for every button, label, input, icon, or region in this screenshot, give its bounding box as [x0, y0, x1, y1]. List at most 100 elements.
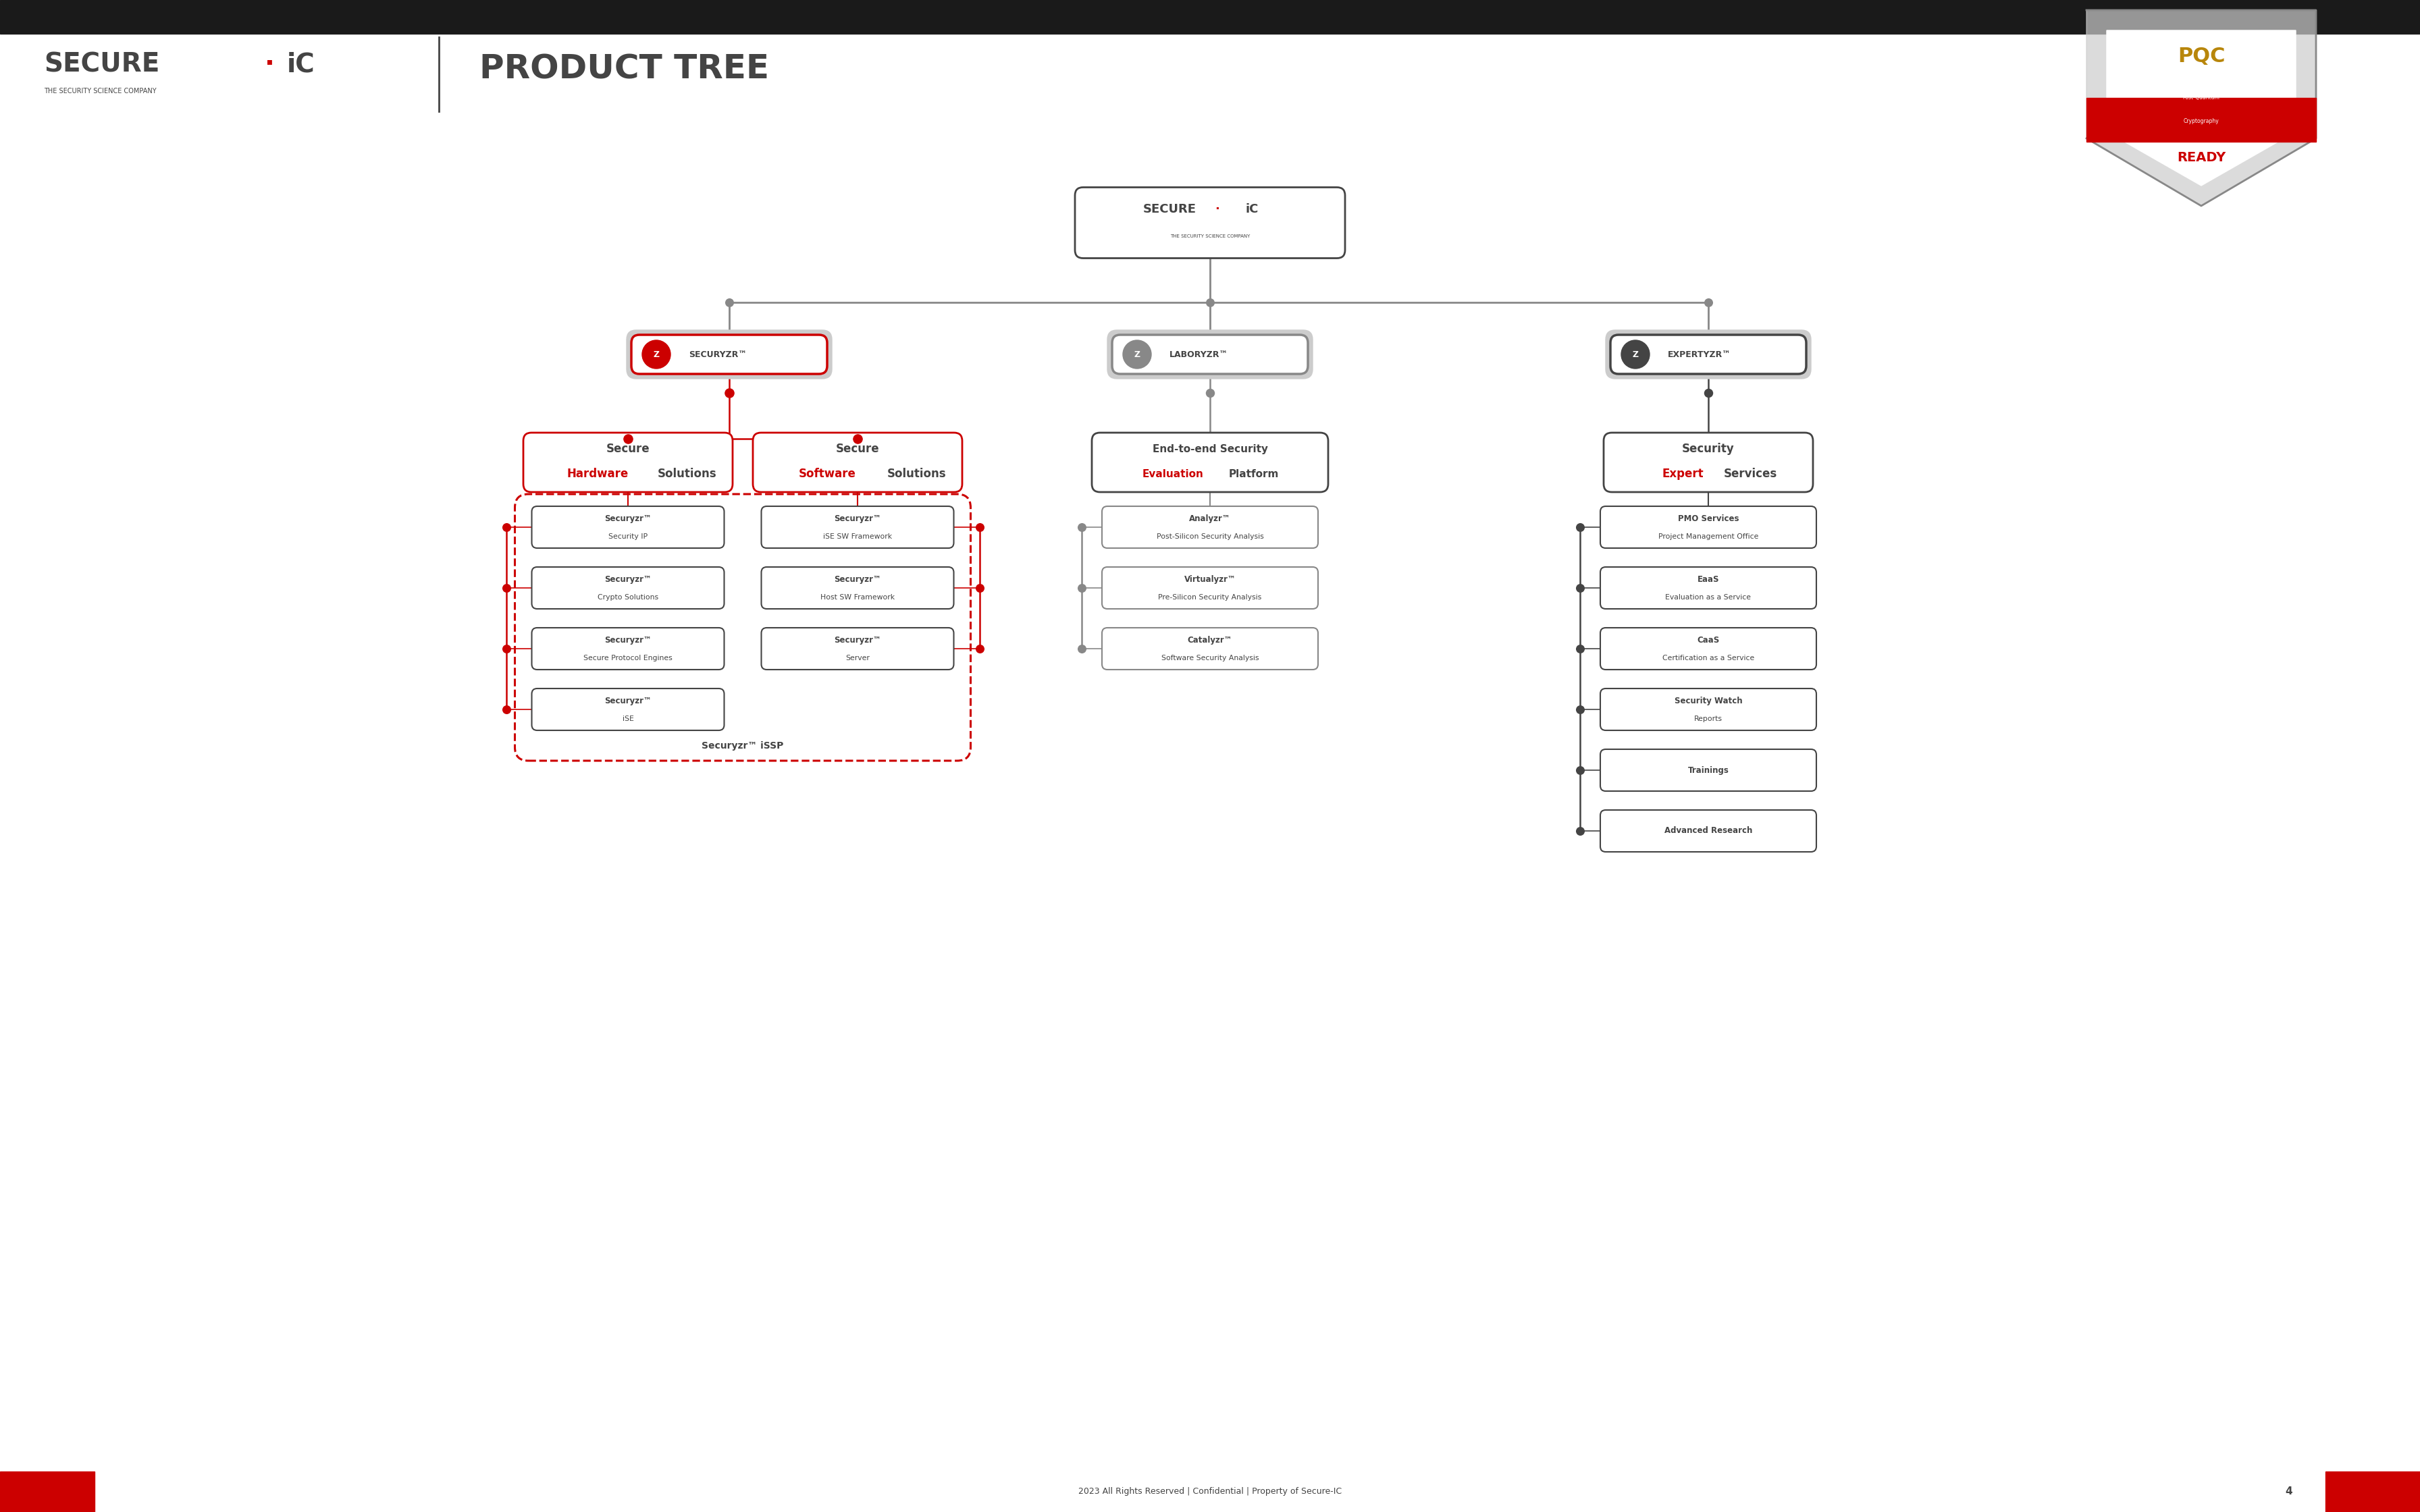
Point [1689, 381, 1728, 405]
FancyBboxPatch shape [753, 432, 963, 491]
Point [486, 637, 525, 661]
FancyBboxPatch shape [762, 507, 953, 549]
Bar [0, 1471, 94, 1512]
Text: Securyzr™: Securyzr™ [605, 697, 651, 706]
Text: Securyzr™: Securyzr™ [835, 575, 881, 584]
FancyBboxPatch shape [1600, 750, 1817, 791]
Polygon shape [2108, 30, 2297, 186]
FancyBboxPatch shape [1600, 688, 1817, 730]
Text: EaaS: EaaS [1696, 575, 1718, 584]
Text: ·: · [1215, 203, 1220, 215]
Text: Secure: Secure [835, 443, 878, 455]
FancyBboxPatch shape [1101, 627, 1319, 670]
Text: Securyzr™: Securyzr™ [605, 637, 651, 644]
Text: READY: READY [2178, 151, 2226, 163]
Text: Certification as a Service: Certification as a Service [1663, 655, 1754, 661]
Text: Project Management Office: Project Management Office [1658, 534, 1759, 540]
Polygon shape [2086, 11, 2316, 206]
Text: Platform: Platform [1229, 469, 1280, 479]
Circle shape [641, 340, 670, 369]
Text: THE SECURITY SCIENCE COMPANY: THE SECURITY SCIENCE COMPANY [44, 88, 157, 95]
Text: Server: Server [845, 655, 869, 661]
Text: EXPERTYZR™: EXPERTYZR™ [1667, 349, 1730, 358]
Point [1062, 637, 1101, 661]
Text: Virtualyzr™: Virtualyzr™ [1183, 575, 1237, 584]
Point [1561, 758, 1600, 782]
Point [1561, 576, 1600, 600]
Point [1689, 290, 1728, 314]
Point [961, 637, 999, 661]
FancyBboxPatch shape [1101, 507, 1319, 549]
Text: Software: Software [799, 467, 857, 479]
FancyBboxPatch shape [1600, 507, 1817, 549]
Text: Analyzr™: Analyzr™ [1188, 514, 1232, 523]
Text: iC: iC [1246, 203, 1258, 215]
FancyBboxPatch shape [532, 688, 724, 730]
Text: Evaluation: Evaluation [1142, 469, 1203, 479]
Point [1561, 820, 1600, 844]
Text: Securyzr™: Securyzr™ [835, 637, 881, 644]
Text: Security IP: Security IP [607, 534, 649, 540]
Text: Host SW Framework: Host SW Framework [820, 594, 895, 600]
FancyBboxPatch shape [1609, 334, 1805, 373]
FancyBboxPatch shape [1607, 330, 1810, 378]
Text: Z: Z [1634, 349, 1638, 358]
Text: 2023 All Rights Reserved | Confidential | Property of Secure-IC: 2023 All Rights Reserved | Confidential … [1079, 1488, 1341, 1497]
Point [709, 290, 748, 314]
Text: Trainings: Trainings [1687, 765, 1728, 774]
Point [486, 576, 525, 600]
Text: Solutions: Solutions [888, 467, 946, 479]
Point [1561, 637, 1600, 661]
Point [837, 426, 876, 451]
Text: Solutions: Solutions [658, 467, 716, 479]
Text: iSE SW Framework: iSE SW Framework [823, 534, 893, 540]
Point [709, 381, 748, 405]
FancyBboxPatch shape [532, 627, 724, 670]
Point [1561, 697, 1600, 721]
FancyBboxPatch shape [762, 627, 953, 670]
Text: Post-Quantum: Post-Quantum [2183, 95, 2219, 101]
Text: Securyzr™: Securyzr™ [605, 575, 651, 584]
Text: Evaluation as a Service: Evaluation as a Service [1665, 594, 1752, 600]
Text: Cryptography: Cryptography [2183, 118, 2219, 124]
Text: Z: Z [1135, 349, 1140, 358]
FancyBboxPatch shape [1108, 330, 1312, 378]
FancyBboxPatch shape [1101, 567, 1319, 609]
Text: LABORYZR™: LABORYZR™ [1169, 349, 1229, 358]
Point [486, 516, 525, 540]
Text: SECURE: SECURE [44, 51, 160, 77]
Point [1191, 381, 1229, 405]
FancyBboxPatch shape [632, 334, 828, 373]
Text: Crypto Solutions: Crypto Solutions [598, 594, 658, 600]
Point [486, 697, 525, 721]
Text: Securyzr™: Securyzr™ [835, 514, 881, 523]
FancyBboxPatch shape [762, 567, 953, 609]
Text: CaaS: CaaS [1696, 637, 1721, 644]
Circle shape [1621, 340, 1650, 369]
Text: Catalyzr™: Catalyzr™ [1188, 637, 1232, 644]
Text: SECURE: SECURE [1142, 203, 1195, 215]
Text: Securyzr™: Securyzr™ [605, 514, 651, 523]
Text: ·: · [264, 51, 276, 77]
Text: Services: Services [1723, 467, 1776, 479]
FancyBboxPatch shape [627, 330, 832, 378]
FancyBboxPatch shape [1091, 432, 1329, 491]
Text: Software Security Analysis: Software Security Analysis [1162, 655, 1258, 661]
Point [961, 516, 999, 540]
FancyBboxPatch shape [1600, 627, 1817, 670]
FancyBboxPatch shape [532, 567, 724, 609]
Text: THE SECURITY SCIENCE COMPANY: THE SECURITY SCIENCE COMPANY [1169, 234, 1251, 239]
Text: Z: Z [653, 349, 658, 358]
FancyBboxPatch shape [1600, 810, 1817, 851]
Text: Post-Silicon Security Analysis: Post-Silicon Security Analysis [1157, 534, 1263, 540]
Bar [0, 0, 2420, 33]
Point [961, 576, 999, 600]
Text: Pre-Silicon Security Analysis: Pre-Silicon Security Analysis [1159, 594, 1261, 600]
Point [607, 426, 646, 451]
Text: iSE: iSE [622, 715, 634, 723]
Text: Secure Protocol Engines: Secure Protocol Engines [583, 655, 673, 661]
FancyBboxPatch shape [1113, 334, 1307, 373]
FancyBboxPatch shape [1600, 567, 1817, 609]
Text: Reports: Reports [1694, 715, 1723, 723]
Text: PQC: PQC [2178, 47, 2224, 67]
